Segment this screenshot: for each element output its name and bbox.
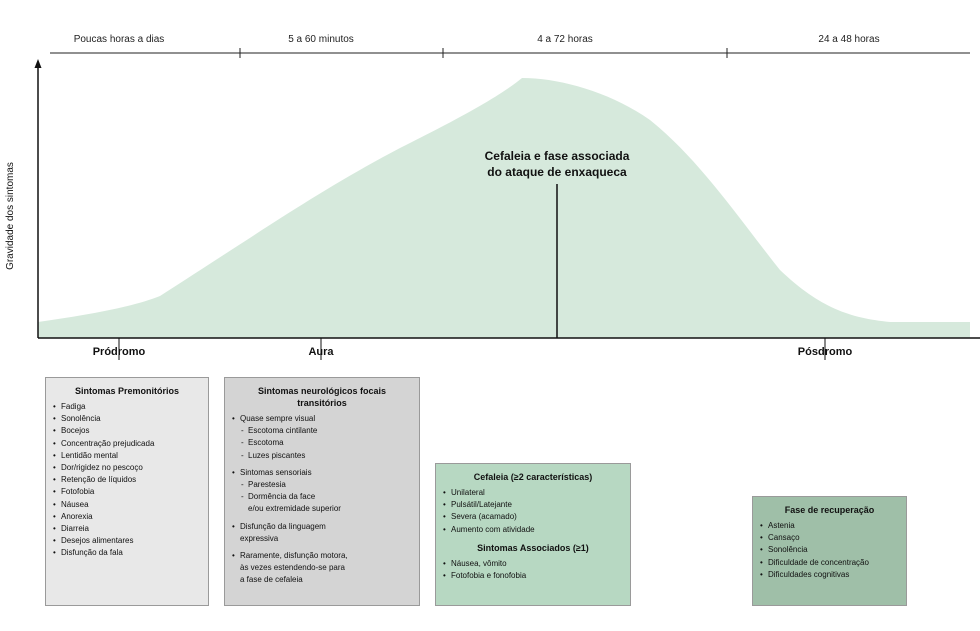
list-item: Anorexia: [52, 511, 202, 523]
box-title-line1: Sintomas neurológicos focais: [257, 386, 387, 396]
y-axis-label: Gravidade dos sintomas: [5, 162, 16, 270]
list-item: Lentidão mental: [52, 450, 202, 462]
headache-label-line2: do ataque de enxaqueca: [487, 165, 627, 179]
severity-curve: [38, 78, 970, 338]
list-item: Astenia: [759, 520, 900, 532]
list-item: Fotofobia e fonofobia: [442, 570, 624, 582]
timeline-segment: 4 a 72 horas: [537, 34, 593, 45]
list-item: Náusea, vômito: [442, 558, 624, 570]
phase-label-aura: Aura: [308, 346, 334, 358]
box-title-line2: transitórios: [297, 398, 347, 408]
headache-box: Cefaleia (≥2 características) Unilateral…: [435, 463, 631, 606]
box-title: Cefaleia (≥2 características): [473, 472, 593, 482]
list-item: Desejos alimentares: [52, 535, 202, 547]
list-subitem: Dormência da face: [231, 491, 413, 503]
list-item-continuation: às vezes estendendo-se para: [240, 563, 345, 573]
timeline-segment: 5 a 60 minutos: [288, 34, 354, 45]
list-item: Pulsátil/Latejante: [442, 499, 624, 511]
list-item: Fotofobia: [52, 486, 202, 498]
timeline-segment: 24 a 48 horas: [818, 34, 879, 45]
list-subitem: Escotoma: [231, 437, 413, 449]
list-item: Fadiga: [52, 401, 202, 413]
list-item-continuation: expressiva: [240, 533, 279, 543]
list-subitem-continuation: e/ou extremidade superior: [248, 504, 341, 514]
list-item: Diarreia: [52, 523, 202, 535]
box-title: Fase de recuperação: [784, 505, 875, 515]
list-subitem: Escotoma cintilante: [231, 425, 413, 437]
symptom-list: Quase sempre visual Escotoma cintilante …: [231, 413, 413, 587]
premonitory-symptoms-box: Sintomas Premonitórios Fadiga Sonolência…: [45, 377, 209, 606]
list-item: Dor/rigidez no pescoço: [52, 462, 202, 474]
characteristics-list: Unilateral Pulsátil/Latejante Severa (ac…: [442, 487, 624, 536]
list-item: Dificuldade de concentração: [759, 557, 900, 569]
symptom-list: Fadiga Sonolência Bocejos Concentração p…: [52, 401, 202, 560]
recovery-phase-box: Fase de recuperação Astenia Cansaço Sono…: [752, 496, 907, 606]
phase-label-prodrome: Pródromo: [93, 346, 146, 358]
list-item: Concentração prejudicada: [52, 438, 202, 450]
aura-symptoms-box: Sintomas neurológicos focais transitório…: [224, 377, 420, 606]
associated-symptoms-title: Sintomas Associados (≥1): [477, 542, 589, 553]
recovery-list: Astenia Cansaço Sonolência Dificuldade d…: [759, 520, 900, 581]
box-title: Sintomas Premonitórios: [74, 386, 180, 396]
phase-label-postdrome: Pósdromo: [798, 346, 853, 358]
list-item: Unilateral: [442, 487, 624, 499]
list-item: Bocejos: [52, 425, 202, 437]
headache-label-line1: Cefaleia e fase associada: [485, 149, 630, 163]
list-item: Disfunção da linguagem: [231, 521, 413, 533]
list-item: Náusea: [52, 499, 202, 511]
list-item-continuation: a fase de cefaleia: [240, 575, 303, 585]
list-item: Retenção de líquidos: [52, 474, 202, 486]
list-item: Aumento com atividade: [442, 524, 624, 536]
list-item: Cansaço: [759, 532, 900, 544]
list-item: Sonolência: [759, 544, 900, 556]
list-item: Sintomas sensoriais: [231, 467, 413, 479]
list-item: Quase sempre visual: [231, 413, 413, 425]
list-subitem: Luzes piscantes: [231, 450, 413, 462]
list-item: Disfunção da fala: [52, 547, 202, 559]
list-item: Severa (acamado): [442, 511, 624, 523]
list-item: Raramente, disfunção motora,: [231, 550, 413, 562]
list-subitem: Parestesia: [231, 479, 413, 491]
timeline-segment: Poucas horas a dias: [74, 34, 165, 45]
list-item: Dificuldades cognitivas: [759, 569, 900, 581]
associated-symptoms-list: Náusea, vômito Fotofobia e fonofobia: [442, 558, 624, 583]
list-item: Sonolência: [52, 413, 202, 425]
y-axis-arrow-icon: [34, 59, 42, 68]
